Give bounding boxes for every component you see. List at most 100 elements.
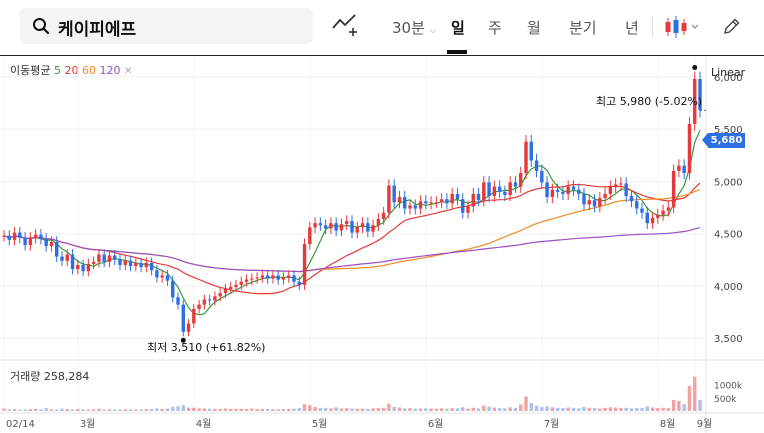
current-price-tag: 5,680 — [702, 133, 745, 148]
active-tab-indicator — [447, 50, 467, 54]
volume-bar — [213, 408, 217, 411]
volume-bar — [577, 408, 581, 411]
candle-body — [7, 235, 11, 240]
candle-body — [197, 304, 201, 309]
candle-body — [624, 183, 628, 197]
price-chart[interactable]: 6,0005,5005,0004,5004,0003,5001000k500k … — [0, 56, 764, 433]
search-box[interactable]: 케이피에프 — [20, 8, 313, 44]
candle-body — [598, 198, 602, 207]
volume-bar — [645, 406, 649, 411]
candle-body — [28, 237, 33, 246]
candle-body — [577, 189, 581, 194]
chart-gridlines — [0, 56, 764, 433]
volume-bar — [7, 409, 11, 411]
candle-type-icon[interactable] — [664, 14, 700, 40]
volume-bar — [2, 408, 6, 411]
x-tick-label: 7월 — [544, 418, 560, 430]
chart-drawing-icon[interactable] — [331, 10, 359, 38]
candle-body — [250, 278, 254, 280]
candle-body — [176, 297, 180, 305]
search-input[interactable]: 케이피에프 — [58, 20, 137, 40]
volume-bar — [202, 408, 207, 411]
candle-body — [39, 234, 43, 239]
candle-body — [91, 261, 96, 264]
candle-body — [429, 202, 433, 204]
volume-bar — [197, 408, 201, 411]
volume-bar — [207, 408, 212, 411]
candle-body — [603, 193, 607, 199]
volume-bar — [339, 408, 344, 411]
volume-bar — [497, 408, 502, 411]
volume-bar — [49, 409, 54, 411]
candle-body — [186, 323, 191, 332]
y-tick-label: 6,000 — [714, 73, 743, 84]
volume-bar — [640, 407, 644, 411]
candle-body — [540, 170, 544, 183]
candle-body — [519, 173, 523, 187]
candle-body — [86, 263, 91, 272]
volume-bar — [693, 376, 697, 411]
candle-body — [113, 255, 117, 260]
volume-bar — [329, 408, 333, 411]
candle-body — [18, 232, 22, 238]
low-marker — [180, 337, 186, 343]
close-icon[interactable]: ✕ — [123, 66, 133, 77]
volume-bar — [39, 409, 43, 411]
volume-bar — [118, 409, 122, 411]
candle-body — [613, 184, 618, 187]
volume-bar — [592, 408, 597, 411]
moving-average-legend[interactable]: 이동평균 5 20 60 120 ✕ — [10, 62, 132, 78]
candle-body — [244, 279, 249, 282]
volume-bar — [629, 408, 634, 411]
candle-body — [260, 275, 265, 278]
volume-bar — [292, 408, 296, 411]
candle-body — [44, 238, 48, 247]
candle-body — [381, 212, 386, 219]
candle-body — [376, 218, 381, 226]
volume-bar — [424, 408, 428, 411]
search-icon — [33, 18, 50, 35]
volume-bar — [308, 405, 312, 411]
tab-month[interactable]: 월 — [527, 19, 541, 37]
legend-ma120: 120 — [99, 64, 121, 77]
candle-body — [2, 235, 6, 237]
candle-body — [49, 241, 54, 247]
volume-bar — [461, 407, 465, 411]
volume-bar — [18, 409, 22, 411]
candle-body — [165, 275, 170, 281]
volume-bar — [434, 408, 439, 411]
tab-quarter[interactable]: 분기 — [569, 19, 597, 37]
candle-body — [434, 202, 439, 204]
volume-bar — [587, 407, 591, 411]
candle-body — [561, 191, 565, 194]
tab-week[interactable]: 주 — [488, 19, 502, 37]
scale-type-button[interactable]: Linear — [711, 66, 746, 79]
candle-body — [23, 237, 27, 246]
volume-bar — [619, 408, 623, 411]
tab-day[interactable]: 일 — [451, 19, 465, 37]
candle-body — [645, 212, 649, 224]
candle-body — [424, 201, 428, 204]
pencil-icon[interactable] — [722, 16, 742, 36]
candle-body — [181, 304, 185, 332]
candle-body — [635, 201, 639, 209]
volume-bar — [613, 407, 618, 411]
tab-year[interactable]: 년 — [625, 19, 639, 37]
volume-bar — [297, 408, 301, 411]
volume-bar — [476, 408, 481, 411]
candle-body — [318, 223, 323, 226]
candle-body — [313, 223, 317, 228]
candle-body — [334, 223, 338, 231]
candle-body — [387, 185, 391, 213]
y-tick-label: 5,500 — [714, 125, 743, 136]
y-tick-label: 5,000 — [714, 177, 743, 188]
candle-body — [592, 200, 597, 207]
volume-bar — [561, 408, 565, 411]
candle-body — [128, 260, 133, 267]
volume-bar — [529, 403, 533, 411]
interval-dropdown[interactable]: 30분 ⌵ — [392, 17, 437, 38]
candle-body — [403, 197, 407, 209]
volume-bar — [55, 409, 59, 411]
volume-bar — [218, 408, 222, 411]
volume-bar — [698, 399, 702, 411]
